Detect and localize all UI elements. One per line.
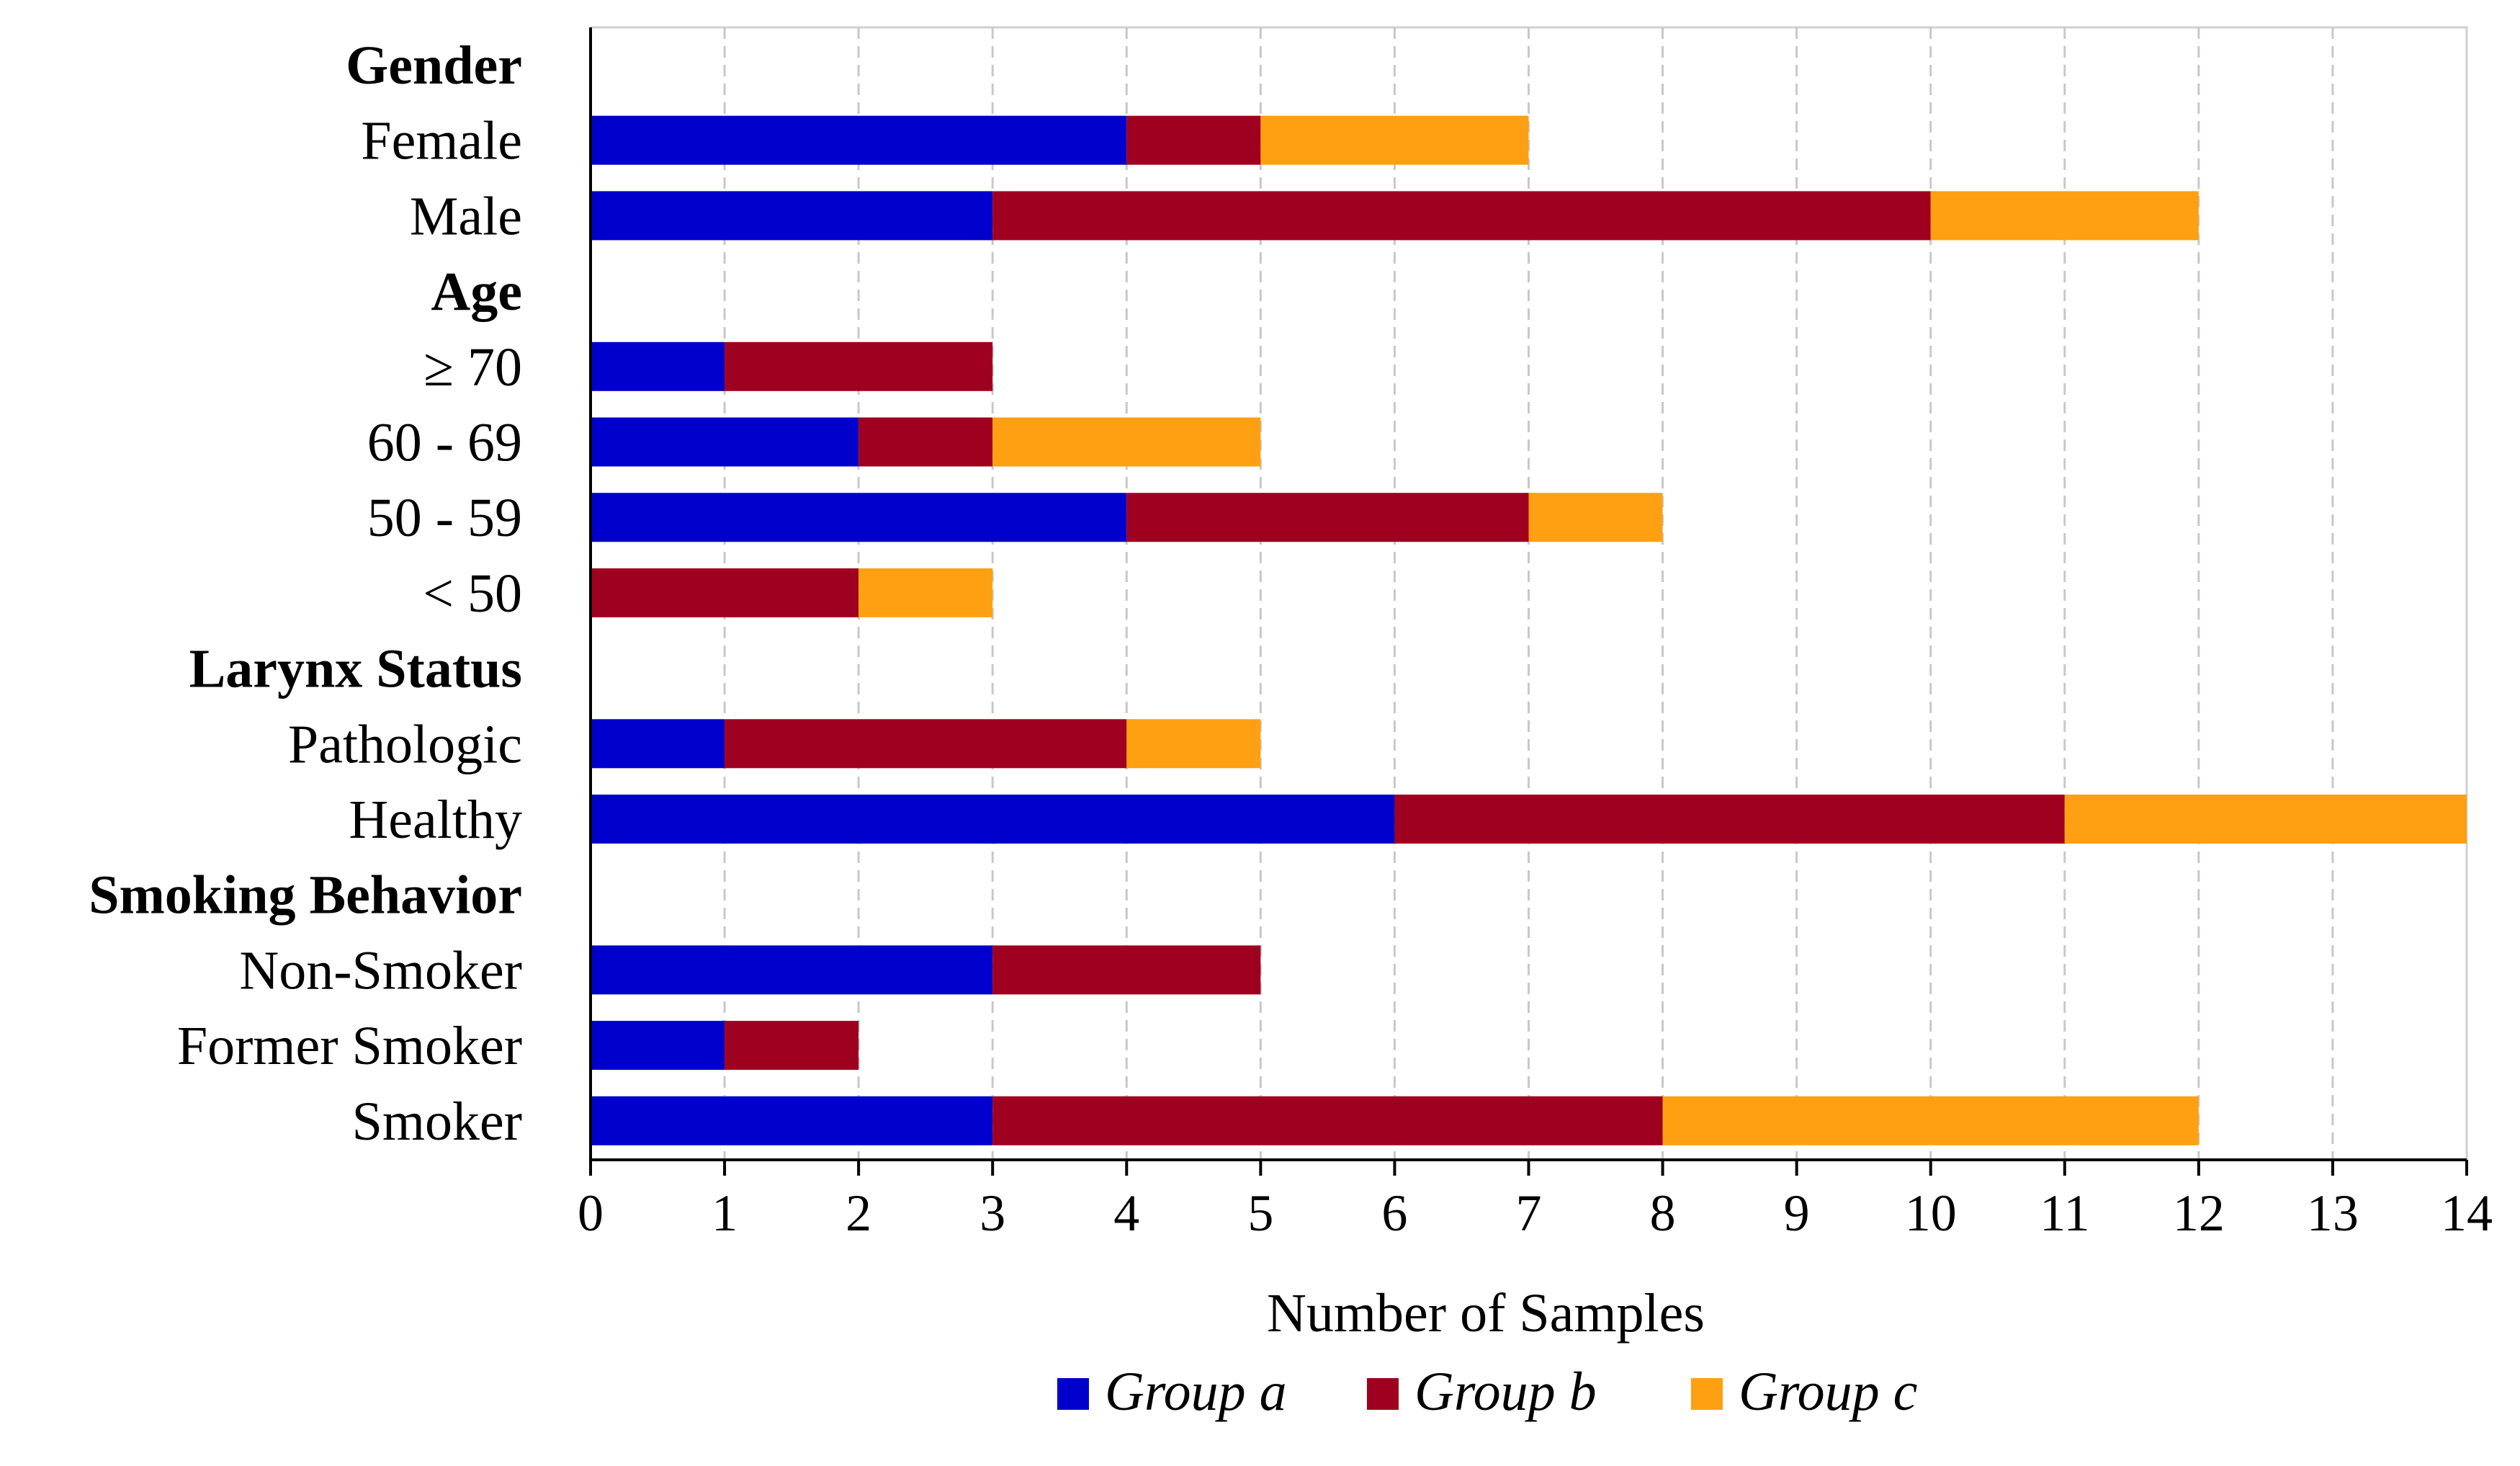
x-tick-label: 1 (712, 1184, 737, 1242)
x-tick-label: 14 (2441, 1184, 2493, 1242)
legend-swatch-group-c (1691, 1378, 1723, 1410)
x-tick-label: 8 (1650, 1184, 1676, 1242)
section-header-label: Age (431, 262, 522, 322)
category-label: 60 - 69 (367, 413, 522, 473)
legend-label-group-a: Group a (1105, 1362, 1287, 1422)
x-tick-label: 12 (2173, 1184, 2225, 1242)
bar-segment-group-c (1260, 115, 1529, 165)
bar-segment-group-a (591, 719, 725, 769)
bar-segment-group-a (591, 945, 993, 995)
category-label: 50 - 59 (367, 488, 522, 548)
x-axis-title: Number of Samples (1267, 1283, 1705, 1344)
section-header-label: Larynx Status (189, 639, 522, 700)
bar-segment-group-b (1394, 795, 2065, 844)
bar-segment-group-c (858, 568, 993, 617)
bar-segment-group-b (1126, 115, 1261, 165)
bar-segment-group-b (725, 341, 993, 391)
category-label: Smoker (352, 1091, 522, 1152)
section-header-label: Gender (346, 35, 522, 96)
bar-segment-group-b (725, 719, 1127, 769)
x-tick-label: 13 (2307, 1184, 2359, 1242)
category-label: Female (361, 111, 522, 171)
x-tick-label: 5 (1247, 1184, 1273, 1242)
legend-swatch-group-b (1367, 1378, 1399, 1410)
category-labels: Gender Female Male Age ≥ 70 60 - 69 50 - 59 < 5… (89, 35, 522, 1152)
category-label: Former Smoker (177, 1016, 522, 1076)
x-tick-label: 4 (1113, 1184, 1139, 1242)
legend-swatch-group-a (1057, 1378, 1089, 1410)
category-label: Pathologic (288, 714, 522, 774)
bar-segment-group-c (1126, 719, 1261, 769)
axis-layer (589, 27, 2468, 1176)
bar-segment-group-b (992, 191, 1931, 241)
category-label: < 50 (423, 563, 522, 624)
x-tick-label: 2 (846, 1184, 871, 1242)
x-tick-label: 7 (1516, 1184, 1542, 1242)
x-tick-label: 10 (1905, 1184, 1957, 1242)
legend-label-group-b: Group b (1414, 1362, 1597, 1422)
plot-frame (591, 26, 2468, 1160)
category-label: ≥ 70 (423, 337, 522, 398)
legend: Group a Group b Group c (1057, 1362, 1917, 1422)
bar-segment-group-a (591, 417, 859, 467)
bar-segment-group-a (591, 795, 1395, 844)
legend-label-group-c: Group c (1739, 1362, 1917, 1422)
bar-segment-group-b (992, 945, 1261, 995)
section-header-label: Smoking Behavior (89, 865, 522, 926)
x-tick-label: 0 (578, 1184, 604, 1242)
bar-segment-group-c (1930, 191, 2199, 241)
bar-segment-group-c (1528, 493, 1663, 542)
bar-segment-group-b (591, 568, 859, 617)
bar-segment-group-c (1662, 1096, 2199, 1145)
bar-segment-group-b (725, 1021, 859, 1071)
bar-segment-group-a (591, 1096, 993, 1145)
bar-segment-group-a (591, 1021, 725, 1071)
bar-segment-group-a (591, 115, 1127, 165)
category-label: Non-Smoker (239, 940, 522, 1001)
x-tick-label: 6 (1381, 1184, 1407, 1242)
category-label: Healthy (349, 790, 522, 850)
bar-segment-group-b (1126, 493, 1529, 542)
bar-segment-group-b (992, 1096, 1663, 1145)
bar-segment-group-a (591, 191, 993, 241)
x-tick-label: 9 (1784, 1184, 1810, 1242)
bar-segment-group-c (2064, 795, 2467, 844)
category-label: Male (410, 186, 522, 246)
bar-segment-group-a (591, 341, 725, 391)
bar-segment-group-a (591, 493, 1127, 542)
bar-segment-group-c (992, 417, 1261, 467)
x-tick-label: 11 (2040, 1184, 2089, 1242)
bars-layer (591, 115, 2467, 1145)
bar-segment-group-b (858, 417, 993, 467)
x-tick-label: 3 (979, 1184, 1005, 1242)
tick-labels: 0 1 2 3 4 5 6 7 8 9 10 11 12 13 14 (578, 1184, 2493, 1242)
